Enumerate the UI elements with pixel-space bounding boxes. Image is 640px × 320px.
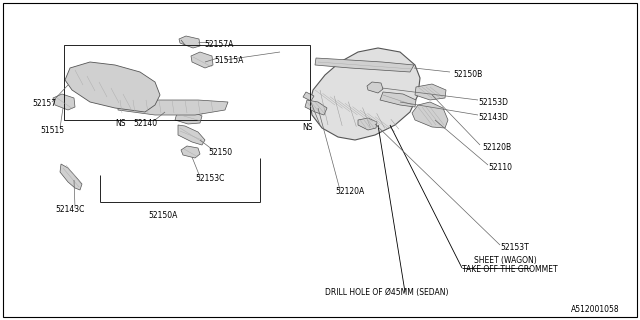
Polygon shape [380,92,416,107]
Text: 52153C: 52153C [195,173,225,182]
Text: 52157A: 52157A [204,39,234,49]
Polygon shape [179,36,200,48]
Polygon shape [315,58,414,72]
Text: 52143D: 52143D [478,113,508,122]
Text: 52153D: 52153D [478,98,508,107]
Text: 52153T: 52153T [500,243,529,252]
Polygon shape [367,82,383,93]
Polygon shape [60,164,82,190]
Text: NS: NS [115,118,125,127]
Polygon shape [191,52,213,68]
Polygon shape [358,118,377,130]
Polygon shape [415,84,446,100]
Text: SHEET (WAGON): SHEET (WAGON) [474,255,537,265]
Polygon shape [303,92,314,101]
Polygon shape [53,94,75,110]
Text: NS: NS [302,123,312,132]
Polygon shape [65,62,160,112]
Text: 52120B: 52120B [482,142,511,151]
Bar [64,45,310,120]
Text: 51515A: 51515A [214,55,243,65]
Text: TAKE OFF THE GROMMET: TAKE OFF THE GROMMET [462,266,557,275]
Polygon shape [181,146,200,158]
Polygon shape [305,100,327,115]
Polygon shape [310,48,420,140]
Text: 52150: 52150 [208,148,232,156]
Text: 52143C: 52143C [55,205,84,214]
Polygon shape [175,110,202,124]
Polygon shape [178,125,205,145]
Polygon shape [412,102,448,128]
Text: 52110: 52110 [488,163,512,172]
Polygon shape [192,105,206,114]
Polygon shape [118,98,228,115]
Text: 52140: 52140 [133,118,157,127]
Text: 52150B: 52150B [453,69,483,78]
Text: 52150A: 52150A [148,211,177,220]
Text: 51515: 51515 [40,125,64,134]
Text: 52157: 52157 [32,99,56,108]
Text: DRILL HOLE OF Ø45MM (SEDAN): DRILL HOLE OF Ø45MM (SEDAN) [325,289,449,298]
Text: 52120A: 52120A [335,188,364,196]
Text: A512001058: A512001058 [572,306,620,315]
